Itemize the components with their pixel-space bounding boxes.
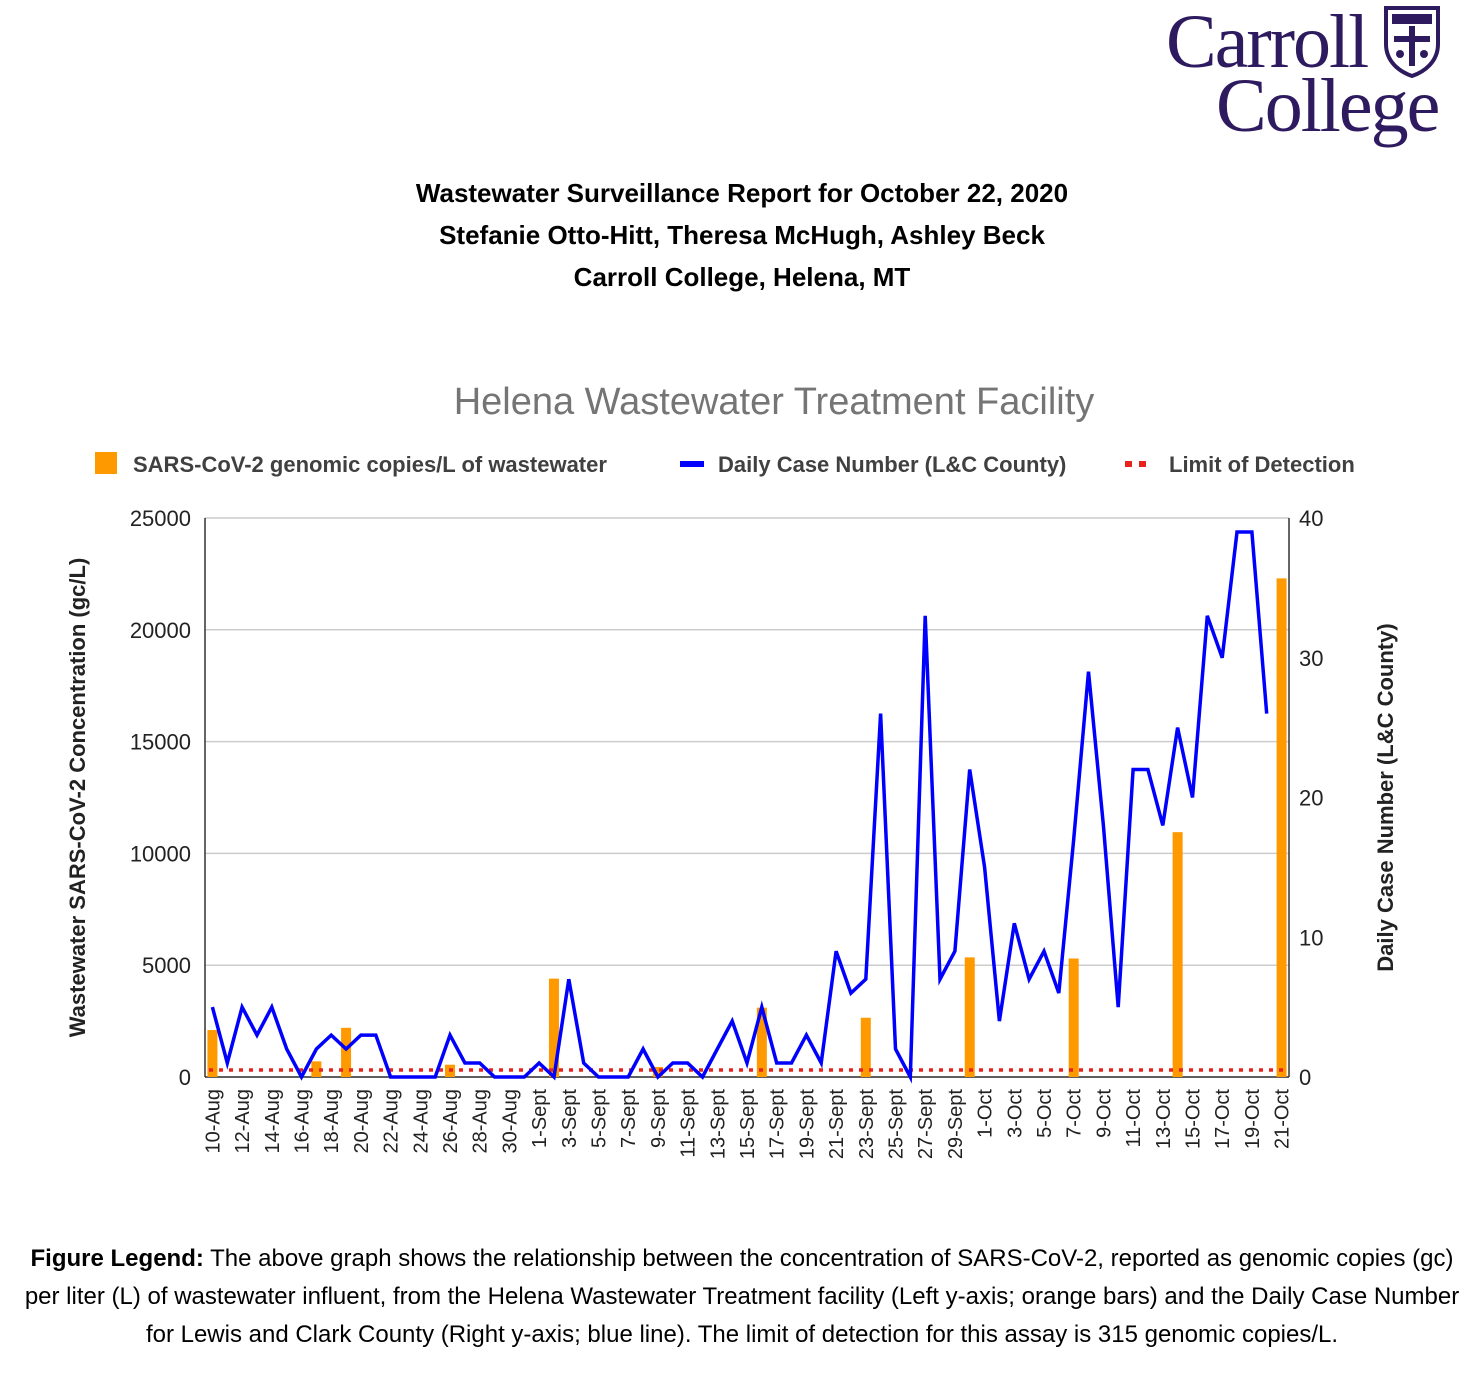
x-tick-label: 11-Sept	[678, 1089, 700, 1158]
x-tick-label: 19-Oct	[1242, 1089, 1264, 1149]
legend-lod-swatch-dot	[1125, 461, 1132, 467]
x-tick-label: 17-Sept	[767, 1089, 789, 1159]
y-left-axis-title: Wastewater SARS-CoV-2 Concentration (gc/…	[65, 558, 90, 1038]
y-left-tick-label: 15000	[130, 730, 191, 755]
legend-bar-swatch	[95, 452, 117, 474]
x-tick-label: 15-Oct	[1182, 1089, 1204, 1149]
concentration-bar	[311, 1061, 322, 1077]
x-tick-label: 9-Sept	[648, 1089, 670, 1148]
x-tick-label: 21-Sept	[826, 1089, 848, 1159]
y-left-tick-label: 20000	[130, 618, 191, 643]
x-tick-label: 22-Aug	[381, 1089, 403, 1154]
x-tick-label: 23-Sept	[856, 1089, 878, 1159]
y-right-tick-label: 30	[1299, 646, 1323, 671]
logo-line2: College	[1216, 64, 1440, 148]
y-right-tick-label: 0	[1299, 1065, 1311, 1090]
x-tick-label: 7-Sept	[618, 1089, 640, 1148]
x-tick-label: 25-Sept	[885, 1089, 907, 1159]
x-tick-label: 19-Sept	[796, 1089, 818, 1159]
y-right-tick-label: 10	[1299, 925, 1323, 950]
x-tick-label: 1-Oct	[975, 1089, 997, 1138]
logo-line1: Carroll	[1166, 0, 1369, 84]
x-tick-label: 27-Sept	[915, 1089, 937, 1159]
x-tick-label: 30-Aug	[499, 1089, 521, 1154]
x-tick-label: 29-Sept	[945, 1089, 967, 1159]
legend-entry-2: Limit of Detection	[1169, 452, 1355, 477]
x-tick-label: 24-Aug	[410, 1089, 432, 1154]
x-tick-label: 20-Aug	[351, 1089, 373, 1154]
chart-title: Helena Wastewater Treatment Facility	[454, 381, 1095, 423]
wastewater-chart: Helena Wastewater Treatment Facility SARS…	[65, 381, 1398, 1159]
concentration-bar	[1276, 578, 1287, 1077]
x-tick-label: 1-Sept	[529, 1089, 551, 1148]
concentration-bar	[964, 957, 975, 1077]
x-tick-label: 16-Aug	[292, 1089, 314, 1154]
x-tick-label: 21-Oct	[1272, 1089, 1294, 1149]
concentration-bar	[756, 1007, 767, 1077]
concentration-bar	[207, 1030, 218, 1077]
x-tick-label: 15-Sept	[737, 1089, 759, 1159]
x-tick-label: 18-Aug	[321, 1089, 343, 1154]
x-tick-label: 13-Sept	[707, 1089, 729, 1159]
x-tick-label: 17-Oct	[1212, 1089, 1234, 1149]
x-tick-label: 13-Oct	[1153, 1089, 1175, 1149]
figure-legend-label: Figure Legend:	[30, 1245, 204, 1272]
concentration-bar	[548, 978, 559, 1077]
x-tick-label: 10-Aug	[202, 1089, 224, 1154]
legend-entry-0: SARS-CoV-2 genomic copies/L of wastewate…	[133, 452, 607, 477]
x-tick-label: 5-Oct	[1034, 1089, 1056, 1138]
report-title: Wastewater Surveillance Report for Octob…	[415, 178, 1069, 208]
legend-line-swatch	[680, 461, 704, 467]
legend-lod-swatch-dot	[1139, 461, 1146, 467]
x-tick-label: 26-Aug	[440, 1089, 462, 1154]
x-tick-label: 11-Oct	[1123, 1089, 1145, 1148]
figure-legend: Figure Legend: The above graph shows the…	[20, 1240, 1464, 1354]
daily-case-line	[210, 530, 1269, 1084]
y-right-tick-label: 40	[1299, 506, 1323, 531]
concentration-bar	[1068, 958, 1079, 1077]
y-left-tick-label: 25000	[130, 506, 191, 531]
x-tick-label: 3-Oct	[1004, 1089, 1026, 1138]
x-tick-label: 3-Sept	[559, 1089, 581, 1148]
concentration-bar	[1172, 832, 1183, 1077]
legend-entry-1: Daily Case Number (L&C County)	[718, 452, 1066, 477]
figure-legend-text: The above graph shows the relationship b…	[24, 1245, 1460, 1348]
y-left-tick-label: 10000	[130, 841, 191, 866]
concentration-bar	[341, 1027, 352, 1077]
x-tick-label: 9-Oct	[1093, 1089, 1115, 1138]
x-tick-label: 14-Aug	[262, 1089, 284, 1154]
x-tick-label: 5-Sept	[589, 1089, 611, 1148]
y-left-tick-label: 0	[179, 1065, 191, 1090]
x-tick-label: 28-Aug	[470, 1089, 492, 1154]
concentration-bar	[860, 1017, 871, 1077]
y-left-tick-label: 5000	[142, 953, 191, 978]
concentration-bar	[652, 1066, 663, 1077]
crest-icon	[1384, 6, 1440, 78]
x-tick-label: 7-Oct	[1064, 1089, 1086, 1138]
y-right-tick-label: 20	[1299, 786, 1323, 811]
x-tick-label: 12-Aug	[232, 1089, 254, 1154]
report-affiliation: Carroll College, Helena, MT	[573, 262, 911, 292]
carroll-college-logo: Carroll College	[1160, 0, 1460, 160]
report-authors: Stefanie Otto-Hitt, Theresa McHugh, Ashl…	[439, 220, 1045, 250]
y-right-axis-title: Daily Case Number (L&C County)	[1373, 623, 1398, 971]
